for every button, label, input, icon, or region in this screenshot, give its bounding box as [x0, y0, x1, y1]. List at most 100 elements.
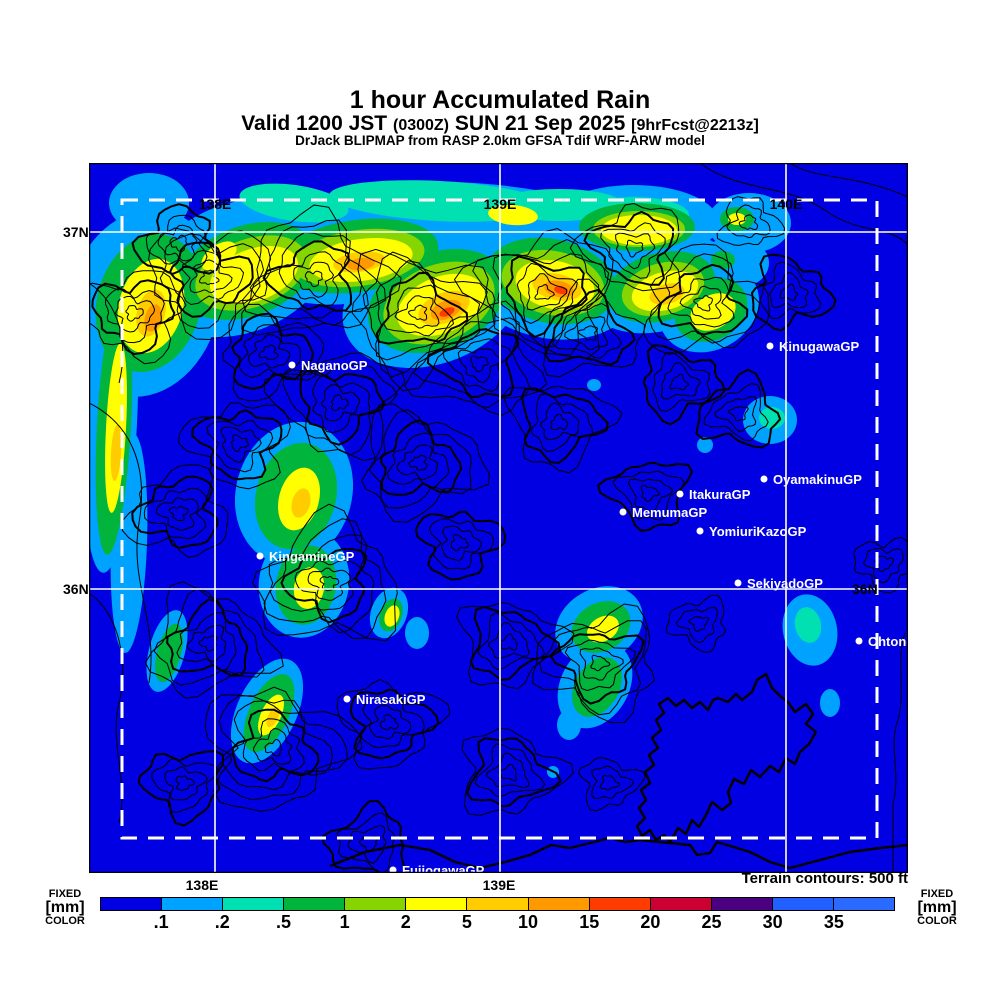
terrain-contour-line	[375, 271, 469, 345]
site-dot[interactable]	[256, 552, 264, 560]
terrain-contour-line	[361, 403, 490, 523]
terrain-contour-line	[155, 497, 199, 531]
colorbar-tick-label: 30	[762, 912, 783, 932]
terrain-contour-line	[703, 382, 769, 442]
colorbar-tick-label: .1	[153, 912, 169, 932]
terrain-contour-line	[526, 273, 568, 311]
terrain-contour-line	[591, 765, 635, 799]
terrain-contour-line	[569, 202, 681, 292]
site-dot[interactable]	[760, 475, 768, 483]
terrain-contour-line	[186, 624, 227, 663]
site-label: KinugawaGP	[779, 339, 860, 354]
site-dot[interactable]	[766, 342, 774, 350]
terrain-contour-line	[652, 352, 711, 412]
terrain-contour-line	[583, 210, 675, 286]
colorbar-tick-label: 25	[701, 912, 722, 932]
model-line: DrJack BLIPMAP from RASP 2.0km GFSA Tdif…	[295, 133, 705, 148]
colorbar-segment	[649, 898, 711, 910]
bottom-label-138E: 138E	[185, 877, 219, 893]
terrain-contour-line	[380, 419, 463, 496]
valid-prefix: Valid 1200 JST	[241, 112, 388, 135]
terrain-contour-line	[278, 251, 344, 307]
site-label: ItakuraGP	[689, 487, 751, 502]
site-label: FujiogawaGP	[402, 863, 485, 873]
bottom-label-139E: 139E	[482, 877, 516, 893]
terrain-contour-line	[145, 214, 208, 270]
valid-date: SUN 21 Sep 2025	[454, 112, 626, 135]
terrain-contour-line	[550, 413, 569, 431]
colorbar-tick-label: .5	[275, 912, 291, 932]
colorbar-segment	[527, 898, 589, 910]
terrain-contour-line	[693, 294, 713, 312]
terrain-contour-line	[466, 737, 562, 808]
site-dot[interactable]	[389, 866, 397, 874]
site-dot[interactable]	[288, 361, 296, 369]
colorbar-unit-box-left: FIXED [mm] COLOR	[40, 889, 90, 928]
terrain-contour-line	[114, 296, 156, 333]
colorbar-segment	[405, 898, 467, 910]
map-svg: 138E 139E 140E 36N NaganoGP KinugawaGP Oya…	[89, 163, 908, 873]
terrain-contour-line	[695, 368, 782, 449]
terrain-contour-line	[304, 270, 323, 288]
terrain-contour-line	[175, 775, 195, 791]
terrain-contour-line	[426, 328, 520, 399]
terrain-contour-line	[714, 396, 758, 432]
site-label: OyamakinuGP	[773, 472, 862, 487]
colorbar-segment	[588, 898, 650, 910]
terrain-contour-line	[853, 536, 908, 594]
terrain-contour-line	[505, 255, 588, 339]
terrain-contour-line	[168, 505, 189, 522]
terrain-contour-line	[457, 348, 502, 384]
terrain-contour-line	[143, 487, 208, 540]
site-dot[interactable]	[734, 579, 742, 587]
coastline	[329, 672, 908, 870]
site-label: KingamineGP	[269, 549, 355, 564]
terrain-contour-line	[461, 727, 574, 817]
terrain-contour-line	[157, 224, 198, 262]
site-dot[interactable]	[855, 637, 863, 645]
terrain-contour-line	[121, 464, 229, 558]
site-dot[interactable]	[343, 695, 351, 703]
terrain-contour-line	[368, 704, 412, 740]
terrain-contour-line	[544, 288, 636, 366]
terrain-contour-line	[164, 766, 208, 801]
terrain-contour-line	[347, 825, 387, 864]
forecast-map[interactable]: 138E 139E 140E 36N NaganoGP KinugawaGP Oya…	[89, 163, 908, 873]
terrain-contour-line	[307, 567, 351, 601]
colorbar-tick-label: 1	[339, 912, 350, 932]
site-dot[interactable]	[676, 490, 684, 498]
colorbar-segment	[466, 898, 528, 910]
terrain-contour-line	[474, 743, 546, 798]
site-dot[interactable]	[619, 508, 627, 516]
top-label-140E: 140E	[770, 196, 803, 212]
terrain-contour-line	[336, 812, 396, 873]
unit-mm-label: [mm]	[917, 899, 957, 916]
terrain-contour-line	[628, 478, 673, 513]
site-label: SekiyadoGP	[747, 576, 823, 591]
unit-fixed-label: FIXED	[920, 888, 954, 900]
left-label-36N: 36N	[63, 581, 89, 597]
terrain-contour-line	[230, 312, 314, 390]
terrain-contour-line	[492, 253, 600, 349]
terrain-contour-line	[469, 606, 562, 681]
terrain-contour-line	[456, 602, 575, 690]
terrain-contour-line	[612, 470, 686, 521]
terrain-contour-line	[642, 344, 726, 426]
terrain-contour-line	[600, 222, 666, 279]
top-label-138E: 138E	[199, 196, 232, 212]
terrain-contour-line	[520, 387, 609, 464]
colorbar-segment	[710, 898, 772, 910]
terrain-contour-line	[151, 758, 218, 813]
terrain-contour-line	[450, 534, 470, 552]
colorbar-segment	[222, 898, 284, 910]
site-dot[interactable]	[696, 527, 704, 535]
terrain-contour-line	[738, 214, 759, 231]
terrain-contour-line	[727, 406, 749, 422]
unit-mm-label: [mm]	[45, 899, 85, 916]
terrain-contour-line	[615, 232, 656, 270]
terrain-contour-line	[282, 364, 398, 456]
terrain-contour-line	[204, 686, 363, 812]
terrain-contour-line	[669, 373, 690, 391]
terrain-contour-line	[577, 325, 599, 341]
